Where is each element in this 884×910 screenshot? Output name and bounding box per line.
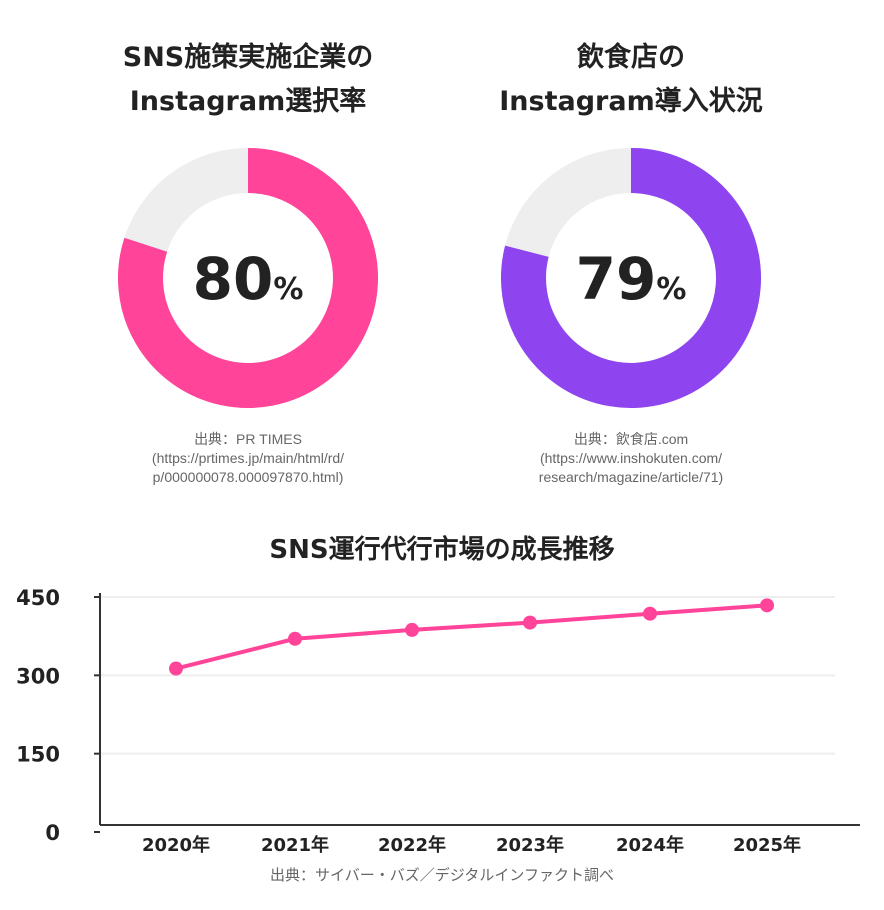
x-tick-label: 2024年: [616, 834, 684, 856]
y-tick-label: 450: [16, 586, 60, 610]
x-tick-label: 2020年: [142, 834, 210, 856]
donut2-title: 飲食店の Instagram導入状況: [499, 42, 763, 117]
x-tick-label: 2025年: [733, 834, 801, 856]
y-tick-label: 150: [16, 743, 60, 767]
series-line: [175, 603, 768, 671]
donut-charts: [118, 148, 761, 408]
data-point: [523, 615, 537, 630]
donut1-value: 80%: [192, 245, 304, 313]
line-chart-title: SNS運行代行市場の成長推移: [269, 535, 615, 565]
donut1-title: SNS施策実施企業の Instagram選択率: [122, 42, 374, 117]
data-point: [169, 661, 183, 676]
data-point: [405, 622, 419, 637]
x-tick-label: 2022年: [378, 834, 446, 856]
x-tick-label: 2021年: [261, 834, 329, 856]
data-point: [288, 631, 302, 646]
y-tick-label: 0: [45, 821, 60, 845]
donut2-value: 79%: [575, 245, 687, 313]
data-point: [643, 606, 657, 621]
donut2-source: 出典：飲食店.com (https://www.inshokuten.com/re…: [538, 431, 724, 485]
donut1-source: 出典：PR TIMES (https://prtimes.jp/main/html…: [151, 431, 345, 485]
data-point: [760, 598, 774, 613]
y-tick-label: 300: [16, 664, 60, 688]
line-chart-source: 出典：サイバー・バズ／デジタルインファクト調べ: [270, 867, 614, 884]
donut-value-arc: [501, 148, 761, 408]
x-tick-label: 2023年: [496, 834, 564, 856]
donut-value-arc: [118, 148, 378, 408]
